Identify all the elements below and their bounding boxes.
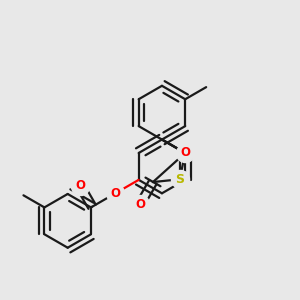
Text: O: O bbox=[135, 198, 145, 211]
Text: S: S bbox=[175, 173, 184, 186]
Text: O: O bbox=[180, 146, 190, 160]
Text: O: O bbox=[110, 187, 120, 200]
Text: O: O bbox=[75, 179, 85, 192]
